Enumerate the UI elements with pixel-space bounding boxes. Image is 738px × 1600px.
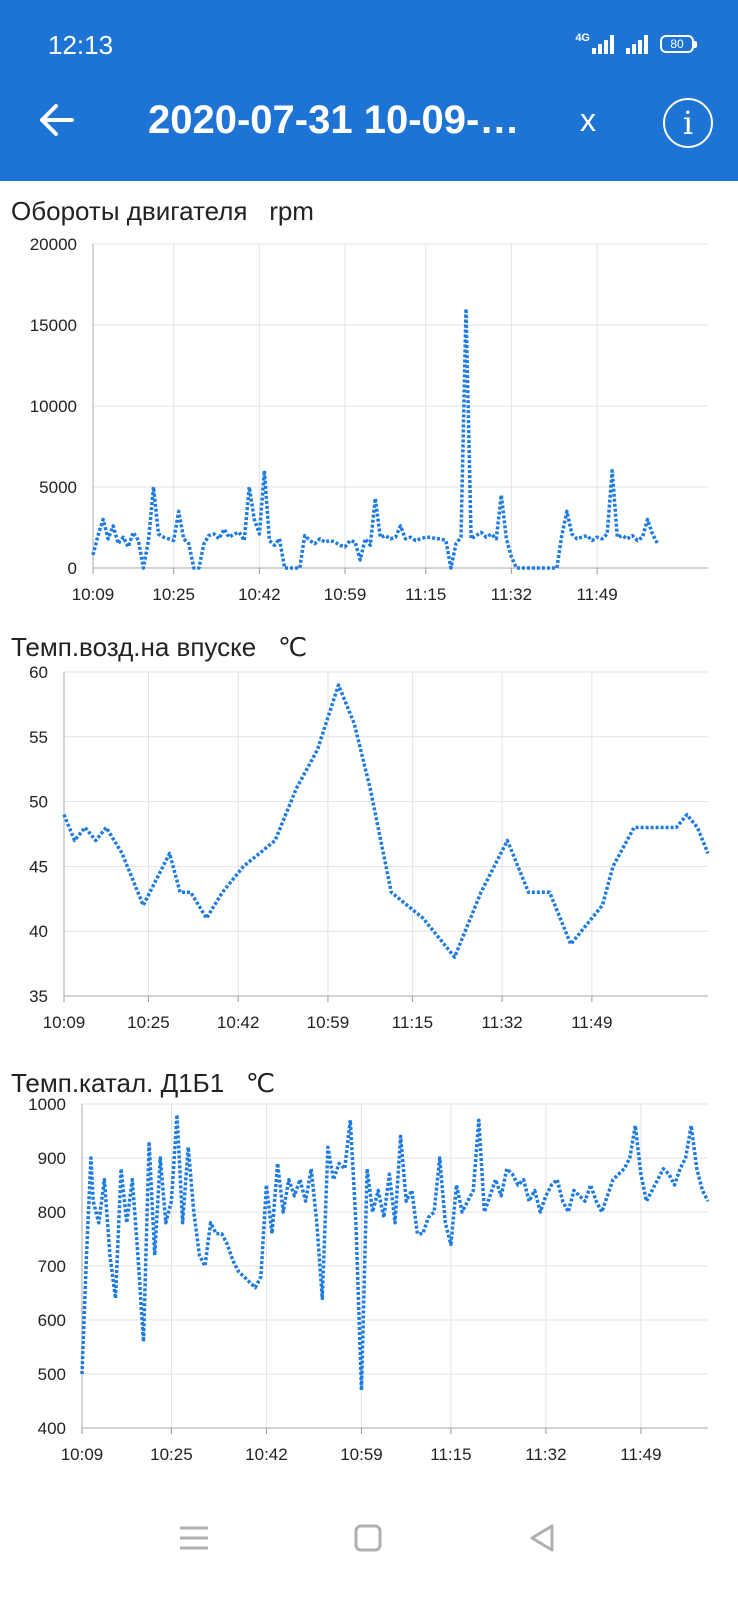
chart-title-rpm: Обороты двигателя rpm <box>11 196 314 226</box>
intake-temp-chart: 60 55 50 45 40 35 10:09 10:25 10:42 10:59 11:15 11:… <box>29 663 710 1032</box>
app-bar: 12:13 4G 80 2020-07-31 10-09-… x i <box>0 0 738 181</box>
y-tick-label: 10000 <box>30 397 77 416</box>
y-tick-label: 35 <box>29 987 48 1006</box>
y-tick-label: 60 <box>29 663 48 682</box>
rpm-chart: 20000 15000 10000 5000 0 10:09 10:25 10:42 10:59… <box>30 235 708 604</box>
y-tick-label: 15000 <box>30 316 77 335</box>
y-tick-label: 40 <box>29 922 48 941</box>
y-tick-label: 50 <box>29 793 48 812</box>
y-tick-label: 900 <box>38 1149 66 1168</box>
y-tick-label: 55 <box>29 728 48 747</box>
y-tick-label: 0 <box>68 559 77 578</box>
menu-icon[interactable] <box>174 1518 214 1558</box>
y-tick-label: 1000 <box>28 1095 66 1114</box>
x-tick-label: 11:49 <box>576 585 617 604</box>
x-tick-label: 10:59 <box>307 1013 350 1032</box>
y-tick-label: 20000 <box>30 235 77 254</box>
info-circle-icon[interactable]: i <box>663 98 713 148</box>
system-nav-bar <box>0 1490 738 1600</box>
y-tick-label: 600 <box>38 1311 66 1330</box>
x-tick-label: 11:49 <box>620 1445 661 1464</box>
home-square-icon[interactable] <box>348 1518 388 1558</box>
series-line <box>80 1113 710 1392</box>
chart-title-catalyst-temp: Темп.катал. Д1Б1 ℃ <box>11 1068 276 1098</box>
network-type: 4G <box>575 32 590 44</box>
x-tick-label: 10:25 <box>150 1445 193 1464</box>
x-tick-label: 11:32 <box>491 585 532 604</box>
back-triangle-icon[interactable] <box>522 1518 562 1558</box>
series-line <box>91 307 660 570</box>
y-tick-label: 700 <box>38 1257 66 1276</box>
x-tick-label: 11:32 <box>481 1013 522 1032</box>
x-tick-label: 10:42 <box>245 1445 288 1464</box>
x-tick-label: 10:25 <box>152 585 195 604</box>
arrow-left-icon[interactable] <box>36 100 76 140</box>
y-tick-label: 800 <box>38 1203 66 1222</box>
y-tick-label: 5000 <box>39 478 77 497</box>
status-icons: 4G 80 <box>575 32 697 54</box>
signal-icon-2 <box>626 35 648 54</box>
x-tick-label: 10:25 <box>127 1013 170 1032</box>
x-tick-label: 11:15 <box>392 1013 433 1032</box>
y-tick-label: 45 <box>29 857 48 876</box>
y-tick-label: 400 <box>38 1419 66 1438</box>
x-tick-label: 11:32 <box>525 1445 566 1464</box>
x-tick-label: 11:15 <box>405 585 446 604</box>
page-title: 2020-07-31 10-09-… <box>148 98 520 142</box>
status-time: 12:13 <box>48 30 114 60</box>
x-tick-label: 10:42 <box>217 1013 260 1032</box>
catalyst-temp-chart: 1000 900 800 700 600 500 400 10:09 10:25 10:42 10:… <box>28 1095 710 1464</box>
series-line <box>62 683 710 959</box>
y-tick-label: 500 <box>38 1365 66 1384</box>
close-button[interactable]: x <box>580 102 596 138</box>
x-tick-label: 11:49 <box>571 1013 612 1032</box>
x-tick-label: 10:09 <box>61 1445 104 1464</box>
battery-icon: 80 <box>660 35 697 53</box>
x-tick-label: 10:59 <box>324 585 367 604</box>
x-tick-label: 10:42 <box>238 585 281 604</box>
x-tick-label: 10:09 <box>43 1013 86 1032</box>
x-tick-label: 10:09 <box>72 585 115 604</box>
x-tick-label: 10:59 <box>340 1445 383 1464</box>
chart-title-intake-temp: Темп.возд.на впуске ℃ <box>11 632 308 662</box>
x-tick-label: 11:15 <box>430 1445 471 1464</box>
signal-icon <box>592 35 614 54</box>
